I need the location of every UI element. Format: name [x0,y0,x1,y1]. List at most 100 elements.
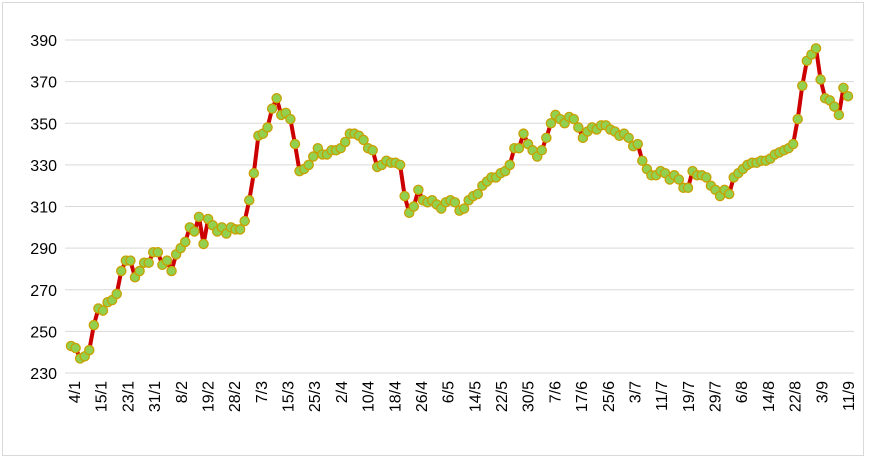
x-tick-label: 25/3 [307,381,324,412]
x-tick-label: 8/2 [174,381,191,403]
x-tick-label: 2/4 [334,381,351,403]
data-point [504,159,516,171]
data-point [152,247,164,258]
data-point [838,82,849,94]
x-tick-label: 6/5 [441,381,458,403]
data-point [833,109,845,121]
data-point [125,255,136,266]
data-point [632,138,644,150]
data-point [413,184,424,196]
data-point [70,342,81,354]
data-point [244,195,255,206]
data-point [449,197,461,208]
x-tick-label: 11/9 [841,381,858,411]
x-tick-label: 4/1 [67,381,84,403]
x-tick-label: 7/3 [254,381,271,403]
data-point [111,288,122,300]
data-point [458,203,470,214]
x-tick-label: 15/3 [281,381,298,412]
data-point [513,142,525,154]
data-point [289,138,301,150]
data-point [266,103,278,114]
data-point [787,138,799,150]
data-point [271,93,282,104]
data-point [97,305,109,316]
data-point [143,257,154,268]
data-point [394,159,406,171]
data-point [84,344,95,356]
line-chart: 230 250 270 290 310 330 350 370 390 4/1 15/1 23/1 3… [30,33,858,412]
data-point [180,236,191,248]
x-tick-label: 10/4 [361,381,378,412]
x-tick-label: 6/8 [734,381,751,403]
data-point [792,113,803,125]
data-point [568,113,580,125]
data-point [234,224,246,235]
data-point [262,122,273,133]
data-point [166,265,177,277]
x-tick-label: 17/6 [574,381,591,412]
data-point [829,101,840,112]
data-point [367,145,378,156]
data-point [545,118,557,129]
data-point [303,159,314,171]
y-tick-label: 390 [30,33,57,50]
data-point [536,145,548,156]
x-tick-label: 18/4 [387,381,404,412]
x-tick-label: 7/6 [547,381,564,403]
data-point [285,113,296,125]
data-point [339,136,351,148]
data-point [239,215,250,227]
y-tick-label: 290 [30,241,57,258]
x-tick-label: 28/2 [227,381,244,412]
data-point [518,128,529,139]
data-point [842,90,854,102]
data-point [623,132,634,144]
y-tick-label: 230 [30,366,57,383]
data-point [472,188,484,200]
data-point [408,201,420,212]
x-tick-label: 15/1 [94,381,111,412]
y-tick-label: 350 [30,116,57,133]
x-tick-label: 29/7 [708,381,725,412]
x-tick-label: 19/7 [681,381,698,412]
y-tick-label: 310 [30,200,57,217]
data-point [189,226,200,237]
x-tick-label: 25/6 [601,381,618,412]
data-point [815,74,826,85]
x-tick-label: 26/4 [414,381,431,412]
chart-frame: 230 250 270 290 310 330 350 370 390 4/1 15/1 23/1 3… [2,2,864,456]
data-point [797,80,808,92]
y-axis: 230 250 270 290 310 330 350 370 390 [30,33,57,383]
x-tick-label: 22/5 [494,381,511,412]
x-tick-label: 14/8 [761,381,778,412]
x-axis: 4/1 15/1 23/1 31/1 8/2 19/2 28/2 7/3 15/3 25/3 2/4… [67,381,858,412]
x-tick-label: 23/1 [120,381,137,412]
x-tick-label: 31/1 [147,381,164,412]
data-point [682,182,694,194]
x-tick-label: 30/5 [521,381,538,412]
x-tick-label: 11/7 [654,381,671,411]
data-point [193,211,205,223]
data-point [399,190,410,202]
data-point [161,255,173,266]
y-tick-label: 370 [30,75,57,92]
data-point [810,43,822,54]
data-point [134,265,145,277]
y-tick-label: 250 [30,324,57,341]
data-point [307,151,319,162]
data-point [88,319,100,331]
x-tick-label: 22/8 [788,381,805,412]
data-point [673,174,685,185]
data-point [248,167,260,179]
data-point [198,238,209,250]
data-point [723,188,735,200]
data-point [358,134,369,146]
x-tick-label: 3/9 [814,381,831,403]
data-points [65,43,854,364]
data-point [637,155,648,166]
data-point [541,132,552,144]
data-point [573,122,584,133]
y-tick-label: 330 [30,158,57,175]
x-tick-label: 3/7 [627,381,644,403]
